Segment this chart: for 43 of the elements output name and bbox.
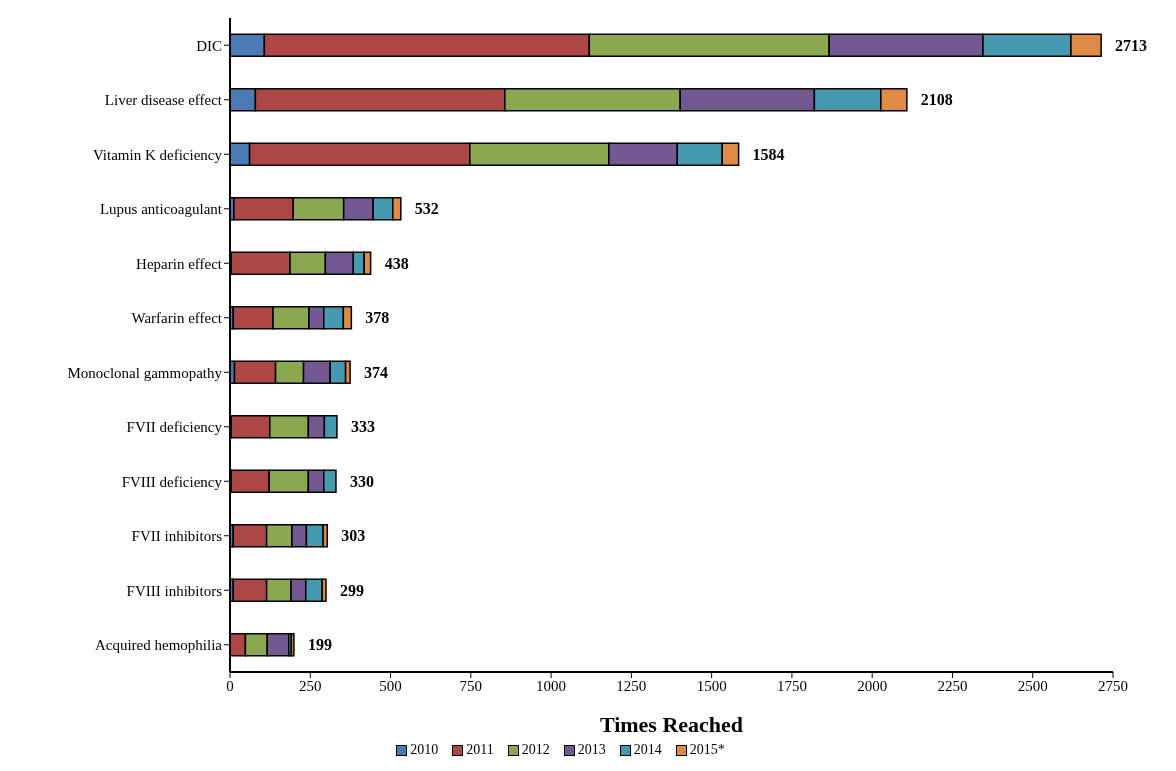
y-tick-label: Vitamin K deficiency [92,146,223,163]
y-tick-label: Acquired hemophilia [94,637,223,654]
legend-label: 2014 [632,742,662,758]
x-tick-label: 1750 [776,677,807,694]
x-tick-label: 2500 [1017,677,1048,694]
total-label: 199 [307,636,332,654]
total-label: 532 [414,200,439,218]
y-tick-label: Lupus anticoagulant [99,201,223,218]
x-tick-label: 2250 [937,677,968,694]
y-tick-label: FVII deficiency [126,419,223,436]
legend-label: 2011 [465,742,494,758]
y-tick-label: Warfarin effect [131,310,223,327]
y-tick-label: FVII inhibitors [131,528,223,545]
total-label: 2713 [1115,36,1148,54]
total-label: 333 [350,418,375,436]
x-tick-label: 500 [379,677,402,694]
x-tick-label: 1250 [616,677,647,694]
total-label: 378 [365,309,390,327]
y-tick-label: FVIII deficiency [121,473,223,490]
y-tick-label: FVIII inhibitors [126,582,223,599]
legend-label: 2015* [688,742,725,758]
x-tick-label: 0 [226,677,234,694]
total-label: 303 [341,527,366,545]
total-label: 330 [349,472,374,490]
y-tick-label: DIC [196,37,222,54]
total-label: 1584 [752,145,785,163]
total-label: 438 [384,254,409,272]
x-tick-label: 1500 [696,677,727,694]
x-tick-label: 1000 [536,677,567,694]
y-tick-label: Liver disease effect [104,92,223,109]
total-label: 299 [340,581,365,599]
x-tick-label: 750 [459,677,483,694]
x-tick-label: 2750 [1098,677,1128,694]
total-label: 2108 [920,91,953,109]
y-tick-label: Monoclonal gammopathy [67,364,223,381]
legend-label: 2012 [520,742,550,758]
legend-label: 2013 [576,742,606,758]
legend-label: 2010 [409,742,439,758]
x-axis-title: Times Reached [599,712,744,737]
total-label: 374 [364,363,389,381]
x-tick-label: 2000 [857,677,888,694]
x-tick-label: 250 [299,677,322,694]
y-tick-label: Heparin effect [136,255,223,272]
